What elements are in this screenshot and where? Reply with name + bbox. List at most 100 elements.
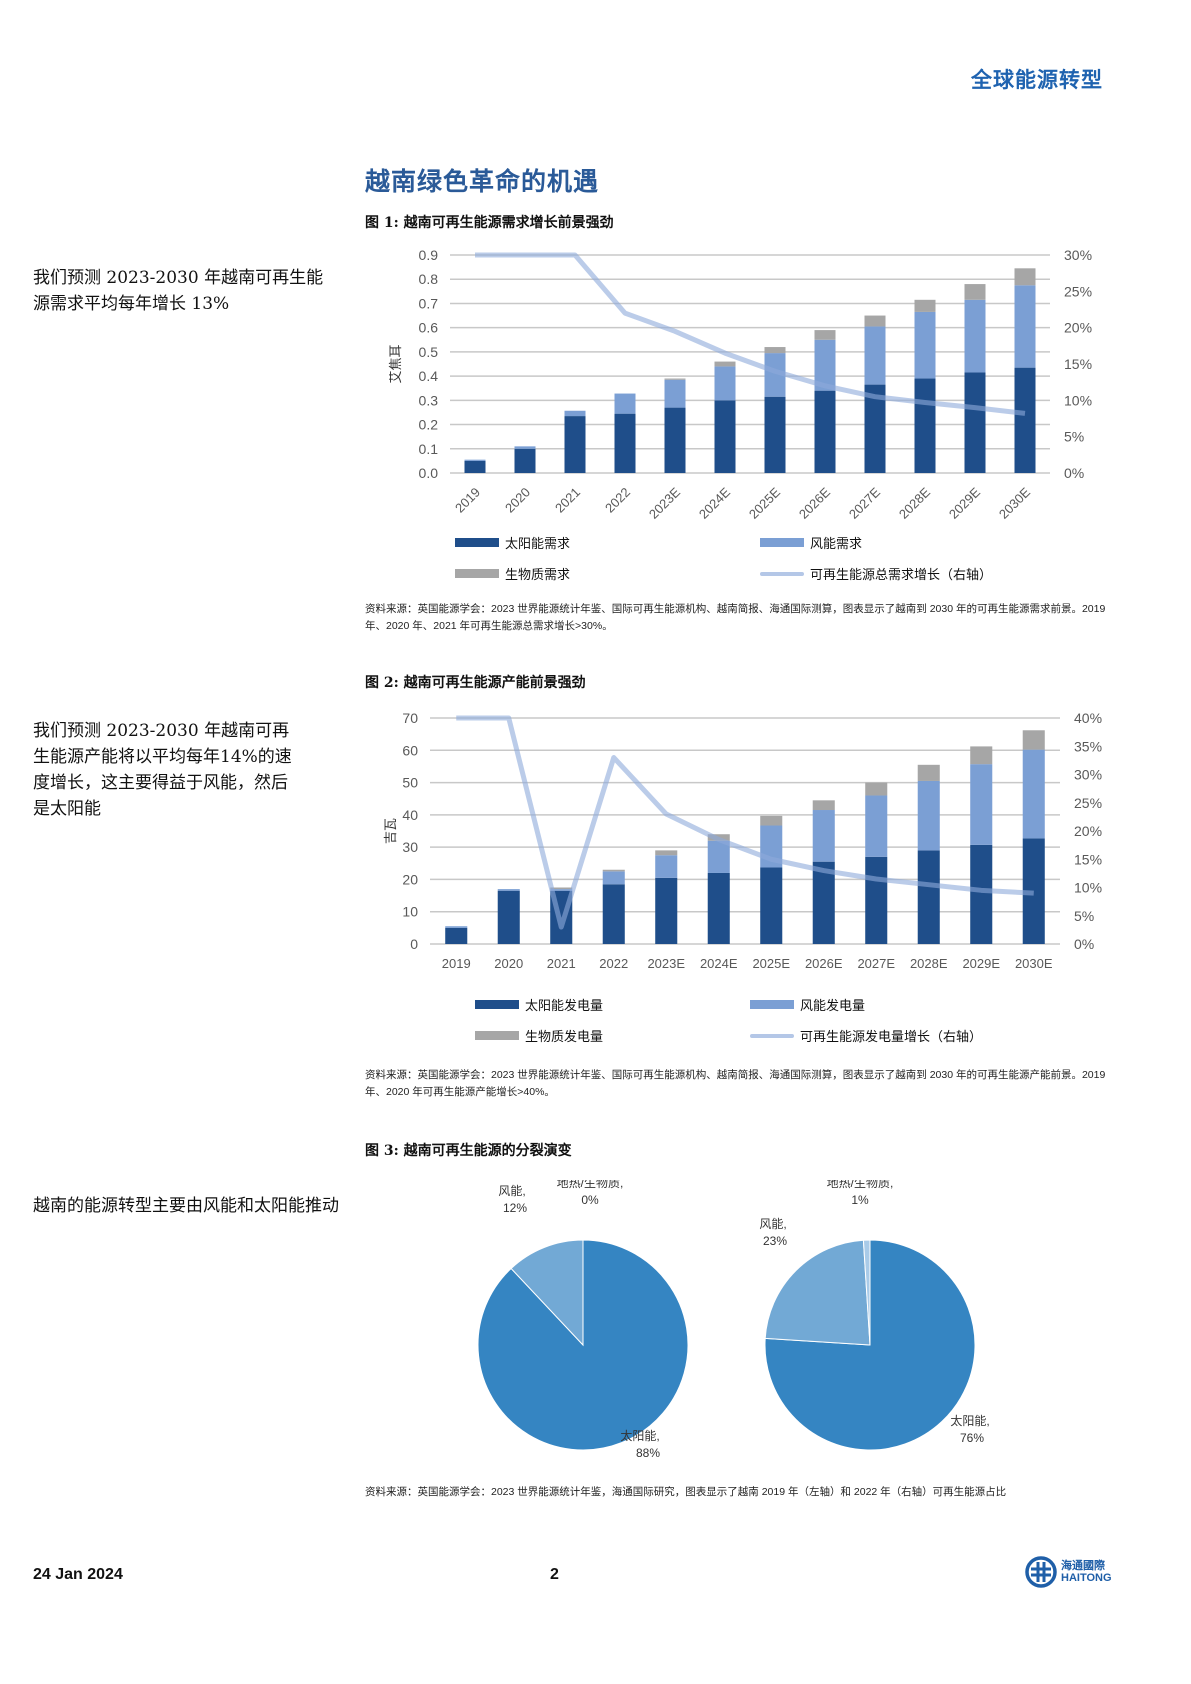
bar-segment	[917, 850, 940, 944]
pie2-geo-pct: 1%	[851, 1193, 869, 1207]
bar-segment	[970, 844, 993, 944]
bar-segment	[1014, 367, 1036, 473]
renewable-mix-pie-charts: 风能, 12% 地热/生物质, 0% 太阳能, 88% 风能, 23% 地热/生物质, 1% 太阳能…	[477, 1176, 990, 1460]
bar-segment	[814, 330, 836, 340]
x-tick-label: 2020	[494, 956, 523, 971]
y-tick-label: 0.5	[419, 344, 439, 360]
legend-swatch-wind	[750, 1000, 794, 1009]
bar-segment	[970, 764, 993, 845]
y2-tick-label: 5%	[1064, 429, 1084, 445]
bar-segment	[914, 378, 936, 473]
pie-2019-slice	[477, 1239, 689, 1451]
bar-segment	[707, 840, 730, 873]
y2-tick-label: 30%	[1064, 247, 1092, 263]
page-number: 2	[550, 1566, 559, 1583]
footer-date: 24 Jan 2024	[33, 1566, 123, 1583]
pie-2022-slice	[764, 1239, 976, 1451]
y-tick-label: 0.3	[419, 392, 439, 408]
bar-segment	[864, 315, 886, 327]
y-tick-label: 60	[402, 742, 418, 758]
x-tick-label: 2030E	[1015, 956, 1053, 971]
bar-segment	[655, 855, 678, 878]
y2-tick-label: 25%	[1064, 283, 1092, 299]
y-axis-label: 艾焦耳	[388, 344, 403, 383]
growth-line	[456, 715, 1034, 930]
figure-1-source: 资料来源：英国能源学会：2023 世界能源统计年鉴、国际可再生能源机构、越南简报…	[365, 603, 1106, 632]
figure-2-title: 图 2: 越南可再生能源产能前景强劲	[365, 675, 586, 691]
demand-stacked-bar-chart: 0.0 0.1 0.2 0.3 0.4 0.5 0.6 0.7 0.8 0.9 0% 5% 10% 15%…	[388, 247, 1092, 522]
bar-segment	[914, 299, 936, 312]
x-tick-label: 2019	[452, 485, 483, 516]
bar-segment	[812, 810, 835, 862]
bar-segment	[970, 746, 993, 765]
pie1-wind-pct: 12%	[503, 1201, 527, 1215]
bar-segment	[714, 361, 736, 367]
figure-3-source: 资料来源：英国能源学会：2023 世界能源统计年鉴，海通国际研究，图表显示了越南…	[365, 1486, 1007, 1498]
pie1-geo-label: 地热/生物质,	[557, 1180, 624, 1190]
bar-segment	[760, 867, 783, 944]
pie2-wind-label: 风能,	[759, 1217, 786, 1231]
bar-segment	[865, 795, 888, 857]
x-tick-label: 2027E	[846, 484, 883, 521]
x-tick-label: 2025E	[746, 484, 783, 521]
y2-tick-label: 20%	[1064, 320, 1092, 336]
logo-text-cn: 海通國際	[1061, 1560, 1105, 1572]
bar-segment	[497, 889, 520, 891]
legend-label: 太阳能发电量	[525, 999, 604, 1014]
legend-swatch-growth-line	[760, 571, 804, 576]
pie2-solar-pct: 76%	[960, 1431, 984, 1445]
y-tick-label: 20	[402, 871, 418, 887]
y-tick-label: 50	[402, 775, 418, 791]
bar-segment	[917, 764, 940, 781]
y2-tick-label: 30%	[1074, 767, 1102, 783]
page-header-title: 全球能源转型	[971, 67, 1103, 92]
legend-swatch-wind	[760, 538, 804, 547]
bar-segment	[714, 366, 736, 401]
bar-segment	[914, 311, 936, 379]
legend-label: 风能发电量	[800, 999, 866, 1014]
x-tick-label: 2026E	[805, 956, 843, 971]
legend-wind-demand: 风能需求	[760, 533, 862, 552]
figure-1-chart: 0.0 0.1 0.2 0.3 0.4 0.5 0.6 0.7 0.8 0.9 0% 5% 10% 15%…	[370, 240, 1130, 540]
legend-label: 生物质需求	[505, 568, 571, 583]
bar-segment	[464, 460, 486, 473]
bar-segment	[664, 378, 686, 380]
y-tick-label: 0.0	[419, 465, 439, 481]
bar-segment	[864, 326, 886, 385]
x-tick-label: 2024E	[700, 956, 738, 971]
bar-segment	[655, 877, 678, 944]
pie1-wind-label: 风能,	[498, 1184, 525, 1198]
bar-segment	[564, 410, 586, 417]
pie1-solar-pct: 88%	[636, 1446, 660, 1460]
y2-tick-label: 40%	[1074, 710, 1102, 726]
legend-solar-demand: 太阳能需求	[455, 533, 570, 552]
y2-tick-label: 5%	[1074, 908, 1094, 924]
legend-demand-growth: 可再生能源总需求增长（右轴）	[760, 564, 992, 583]
y2-tick-label: 15%	[1074, 851, 1102, 867]
figure-2-source: 资料来源：英国能源学会：2023 世界能源统计年鉴、国际可再生能源机构、越南简报…	[365, 1069, 1106, 1098]
capacity-stacked-bar-chart: 0 10 20 30 40 50 60 70 0% 5% 10% 15% 20% 25% 30% 35% 40%…	[383, 710, 1102, 971]
legend-swatch-solar	[455, 538, 499, 547]
y-tick-label: 0	[410, 936, 418, 952]
bar-segment	[764, 396, 786, 473]
y-axis-label: 吉瓦	[383, 818, 398, 844]
figure-3-title: 图 3: 越南可再生能源的分裂演变	[365, 1143, 572, 1159]
bar-segment	[550, 887, 573, 890]
figure-3-pies: 风能, 12% 地热/生物质, 0% 太阳能, 88% 风能, 23% 地热/生物质, 1% 太阳能…	[460, 1176, 1080, 1470]
legend-biomass-demand: 生物质需求	[455, 564, 570, 583]
y2-tick-label: 10%	[1074, 880, 1102, 896]
x-tick-label: 2020	[502, 485, 533, 516]
bar-segment	[655, 850, 678, 856]
bar-segment	[445, 927, 468, 944]
y-tick-label: 70	[402, 710, 418, 726]
pie2-wind-pct: 23%	[763, 1234, 787, 1248]
bar-segment	[602, 871, 625, 885]
side-note-capacity: 我们预测 2023-2030 年越南可再生能源产能将以平均每年14%的速度增长，…	[33, 721, 292, 819]
y-tick-label: 10	[402, 904, 418, 920]
pie1-solar-label: 太阳能,	[620, 1428, 659, 1443]
y-tick-label: 0.2	[419, 417, 439, 433]
y-tick-label: 0.1	[419, 441, 439, 457]
y2-tick-label: 0%	[1064, 465, 1084, 481]
x-tick-label: 2028E	[910, 956, 948, 971]
bar-segment	[602, 884, 625, 944]
